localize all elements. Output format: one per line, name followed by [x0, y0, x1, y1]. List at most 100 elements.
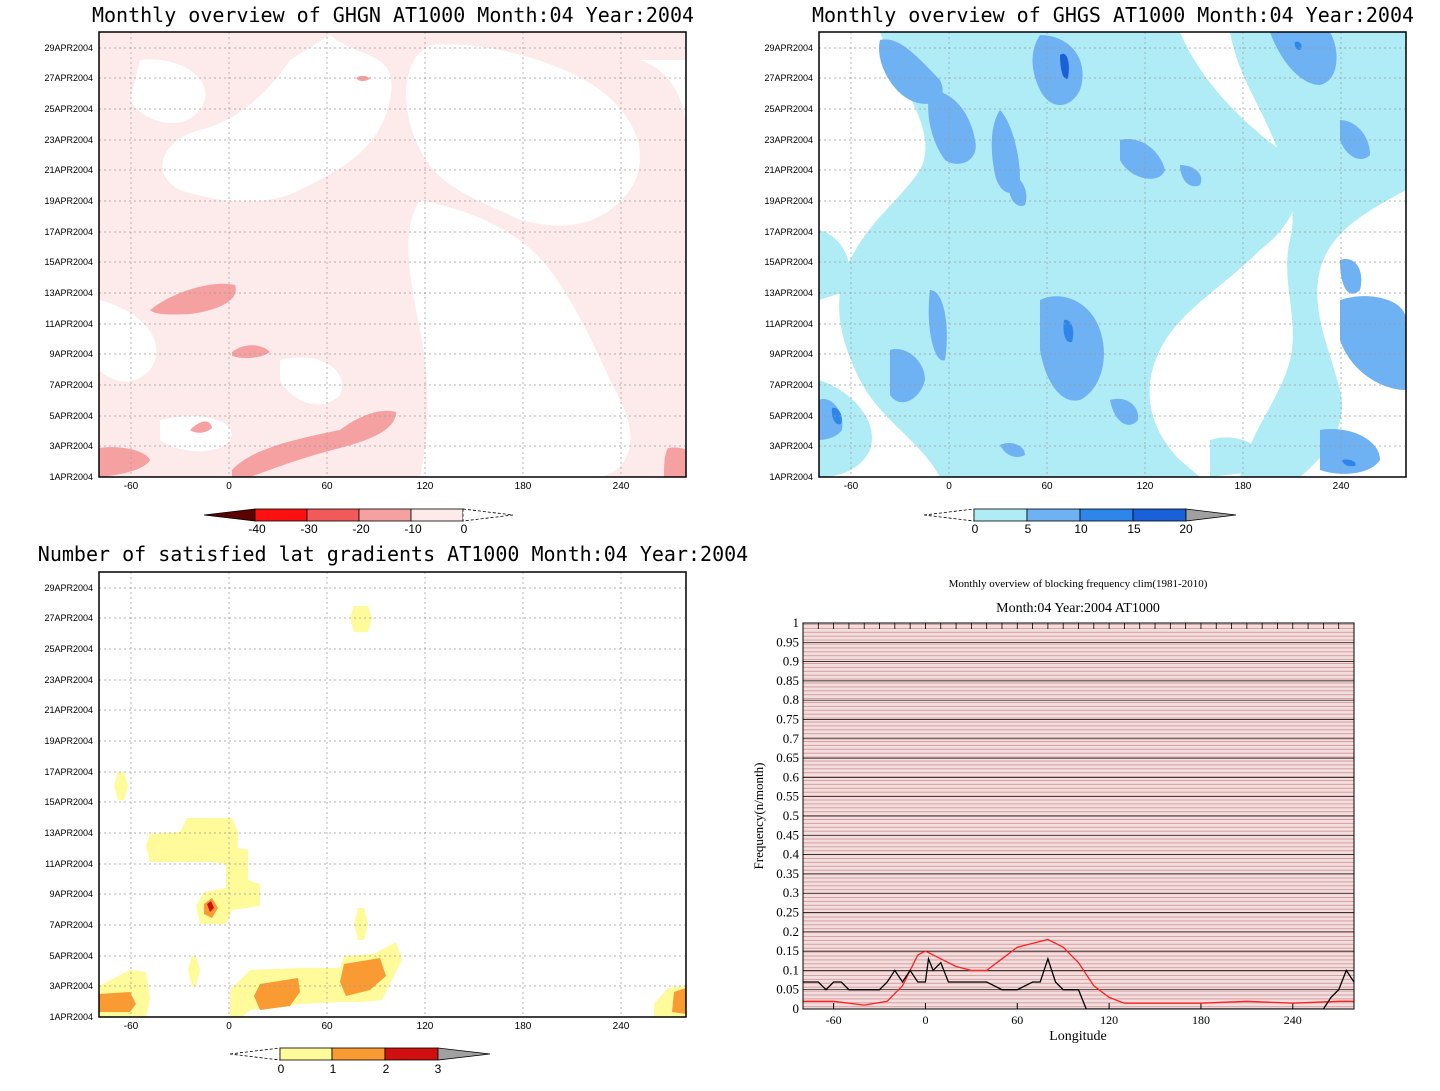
freq-y-tick-label: 0.6	[783, 769, 800, 784]
freq-tick-labels: 0 0.05 0.1 0.15 0.2 0.25 0.3 0.35 0.4 0.45 0.5 0.55…	[776, 615, 1302, 1027]
x-tick-label: 180	[515, 1021, 532, 1032]
grad-field	[99, 572, 686, 1017]
x-tick-label: 0	[226, 1021, 232, 1032]
ghgn-plot-frame	[98, 31, 687, 478]
ghgn-x-ticks: -60 0 60 120 180 240	[124, 481, 630, 492]
y-tick-label: 19APR2004	[44, 736, 93, 746]
x-tick-label: -60	[124, 481, 139, 492]
freq-y-tick-label: 1	[793, 615, 800, 630]
y-tick-label: 13APR2004	[764, 288, 813, 298]
x-tick-label: 0	[946, 481, 952, 492]
colorbar-label: 3	[435, 1062, 442, 1076]
colorbar-label: 10	[1074, 522, 1088, 536]
panel-ghgn: Monthly overview of GHGN AT1000 Month:04…	[44, 3, 694, 536]
x-tick-label: 240	[613, 481, 630, 492]
freq-series-line-0	[803, 938, 1354, 1006]
y-tick-label: 9APR2004	[49, 889, 93, 899]
y-tick-label: 7APR2004	[49, 920, 93, 930]
y-tick-label: 21APR2004	[44, 705, 93, 715]
y-tick-label: 27APR2004	[44, 73, 93, 83]
y-tick-label: 9APR2004	[49, 349, 93, 359]
x-tick-label: -60	[844, 481, 859, 492]
freq-x-tick-label: 240	[1284, 1013, 1302, 1027]
ghgn-colorbar-labels: -40 -30 -20 -10 0	[248, 522, 467, 536]
freq-y-tick-label: 0.95	[776, 634, 799, 649]
freq-y-tick-label: 0.1	[783, 962, 799, 977]
colorbar-label: 5	[1025, 522, 1032, 536]
x-tick-label: 180	[1235, 481, 1252, 492]
y-tick-label: 9APR2004	[769, 349, 813, 359]
freq-y-tick-label: 0.25	[776, 905, 799, 920]
colorbar-label: 20	[1179, 522, 1193, 536]
freq-gridlines	[803, 641, 1354, 991]
y-tick-label: 1APR2004	[49, 472, 93, 482]
freq-y-tick-label: 0.55	[776, 789, 799, 804]
grad-x-ticks: -60 0 60 120 180 240	[124, 1021, 630, 1032]
ghgs-y-ticks: 1APR2004 3APR2004 5APR2004 7APR2004 9APR…	[764, 43, 813, 482]
freq-series-line-1	[803, 956, 1354, 1009]
x-tick-label: 60	[321, 481, 333, 492]
ghgn-field	[99, 32, 686, 477]
ghgs-colorbar	[923, 508, 1237, 522]
freq-x-tick-label: -60	[826, 1013, 842, 1027]
freq-plot-frame	[802, 622, 1355, 1010]
freq-y-tick-label: 0.4	[783, 847, 800, 862]
y-tick-label: 17APR2004	[764, 227, 813, 237]
freq-x-tick-label: 120	[1100, 1013, 1118, 1027]
y-tick-label: 3APR2004	[769, 441, 813, 451]
y-tick-label: 29APR2004	[764, 43, 813, 53]
ghgn-gridlines	[99, 32, 686, 477]
y-tick-label: 23APR2004	[764, 135, 813, 145]
freq-title: Month:04 Year:2004 AT1000	[996, 601, 1160, 616]
panel-ghgs: Monthly overview of GHGS AT1000 Month:04…	[764, 3, 1414, 536]
freq-x-tick-label: 0	[922, 1013, 928, 1027]
panel-grad: Number of satisfied lat gradients AT1000…	[38, 542, 748, 1076]
colorbar-label: 0	[972, 522, 979, 536]
grad-plot-frame	[98, 571, 687, 1018]
grad-y-ticks: 1APR2004 3APR2004 5APR2004 7APR2004 9APR…	[44, 583, 93, 1022]
y-tick-label: 17APR2004	[44, 227, 93, 237]
colorbar-label: 0	[461, 522, 468, 536]
freq-x-tick-label: 180	[1192, 1013, 1210, 1027]
y-tick-label: 5APR2004	[49, 951, 93, 961]
y-tick-label: 21APR2004	[44, 165, 93, 175]
freq-y-tick-label: 0.35	[776, 866, 799, 881]
x-tick-label: -60	[124, 1021, 139, 1032]
y-tick-label: 19APR2004	[764, 196, 813, 206]
y-tick-label: 11APR2004	[765, 319, 813, 329]
colorbar-label: 2	[383, 1062, 390, 1076]
freq-x-tick-label: 60	[1011, 1013, 1023, 1027]
freq-y-tick-label: 0.65	[776, 750, 799, 765]
x-tick-label: 240	[1333, 481, 1350, 492]
y-tick-label: 17APR2004	[44, 767, 93, 777]
colorbar-label: -20	[352, 522, 370, 536]
colorbar-label: -40	[248, 522, 266, 536]
ghgs-colorbar-labels: 0 5 10 15 20	[972, 522, 1193, 536]
freq-suptitle: Monthly overview of blocking frequency c…	[949, 578, 1208, 590]
colorbar-label: 15	[1127, 522, 1141, 536]
x-tick-label: 120	[417, 1021, 434, 1032]
y-tick-label: 7APR2004	[49, 380, 93, 390]
grad-colorbar	[229, 1047, 491, 1061]
y-tick-label: 13APR2004	[44, 828, 93, 838]
ghgs-plot-frame	[818, 31, 1407, 478]
ghgs-x-ticks: -60 0 60 120 180 240	[844, 481, 1350, 492]
freq-y-tick-label: 0	[793, 1001, 800, 1016]
ghgs-gridlines	[819, 32, 1406, 477]
y-tick-label: 13APR2004	[44, 288, 93, 298]
freq-y-axis-label: Frequency(n/month)	[751, 763, 766, 870]
panel-ghgn-title: Monthly overview of GHGN AT1000 Month:04…	[92, 3, 694, 27]
y-tick-label: 23APR2004	[44, 675, 93, 685]
y-tick-label: 11APR2004	[45, 859, 93, 869]
y-tick-label: 15APR2004	[44, 257, 93, 267]
ghgs-field	[819, 32, 1406, 477]
freq-y-tick-label: 0.8	[783, 692, 799, 707]
panel-ghgs-title: Monthly overview of GHGS AT1000 Month:04…	[812, 3, 1414, 27]
y-tick-label: 27APR2004	[44, 613, 93, 623]
y-tick-label: 15APR2004	[44, 797, 93, 807]
x-tick-label: 60	[1041, 481, 1053, 492]
grad-gridlines	[99, 572, 686, 1017]
y-tick-label: 19APR2004	[44, 196, 93, 206]
freq-y-tick-label: 0.9	[783, 654, 799, 669]
